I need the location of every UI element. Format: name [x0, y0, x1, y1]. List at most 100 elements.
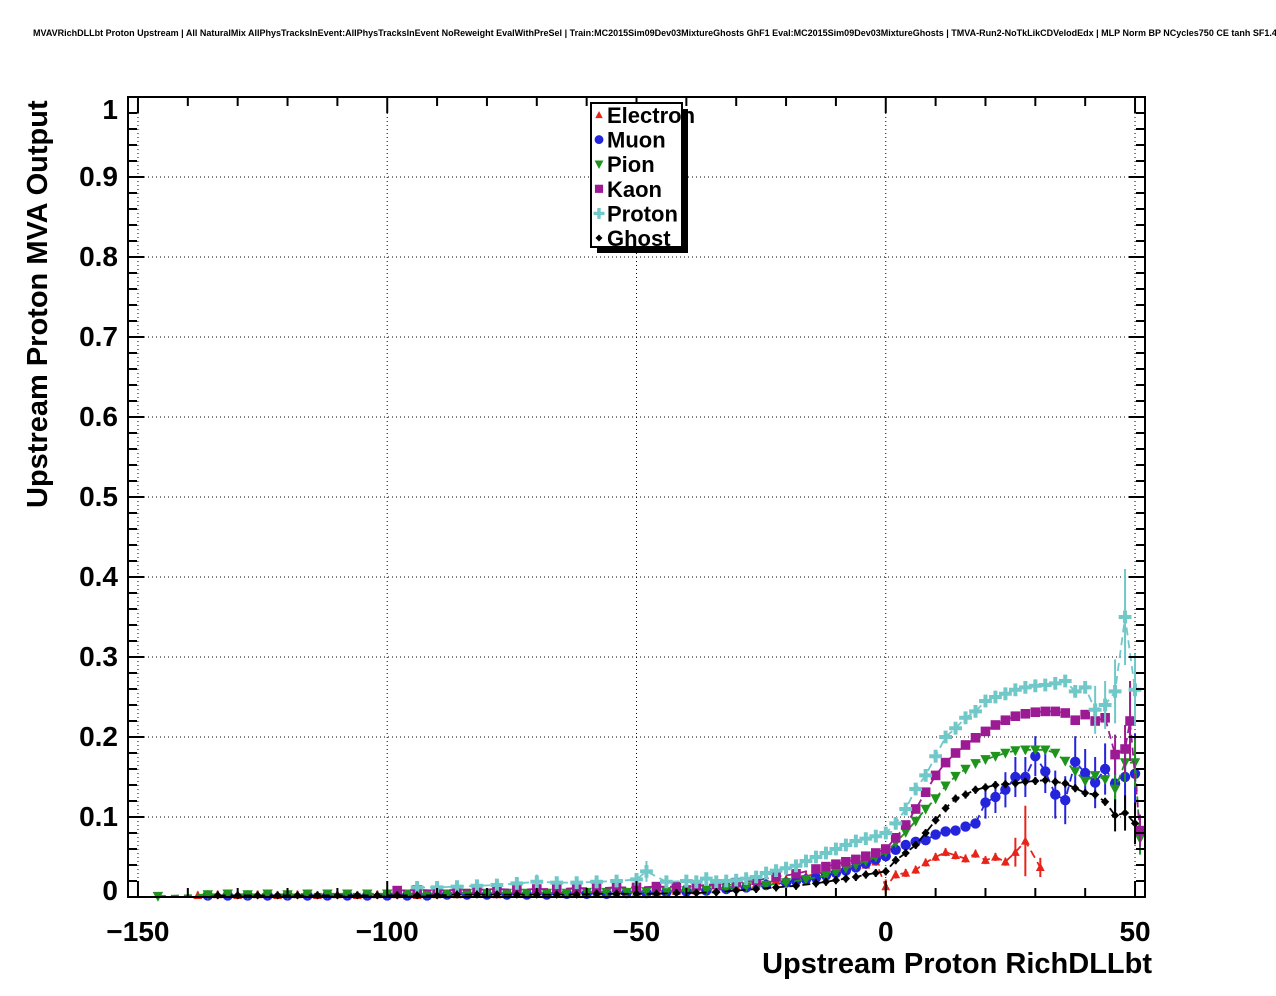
- x-tick-label: −100: [356, 916, 419, 947]
- series-pion: [152, 738, 1146, 902]
- legend-entry-kaon: Kaon: [594, 177, 662, 202]
- data-point: [1125, 716, 1135, 726]
- data-point: [830, 867, 842, 878]
- data-point: [541, 888, 552, 899]
- data-point: [322, 889, 333, 900]
- data-point: [990, 720, 1001, 730]
- proton-legend-marker-icon: [593, 207, 605, 219]
- data-point: [392, 885, 403, 896]
- data-point: [1020, 745, 1031, 756]
- data-point: [592, 889, 601, 898]
- data-point: [521, 888, 533, 899]
- legend-label: Proton: [607, 201, 678, 226]
- data-point: [719, 874, 733, 888]
- data-point: [980, 726, 991, 737]
- data-point: [222, 889, 233, 900]
- series-line: [207, 754, 1136, 897]
- data-point: [889, 817, 903, 830]
- data-point: [689, 875, 703, 889]
- data-point: [851, 872, 860, 882]
- data-point: [470, 879, 484, 893]
- data-point: [901, 848, 910, 858]
- data-point: [880, 844, 891, 854]
- data-point: [931, 852, 941, 861]
- data-point: [302, 889, 313, 900]
- series-proton: [410, 569, 1142, 894]
- data-point: [612, 889, 621, 898]
- y-tick-label: 0.1: [79, 801, 118, 832]
- data-point: [961, 853, 970, 863]
- data-point: [1070, 756, 1081, 767]
- data-point: [202, 890, 213, 901]
- y-tick-label: 1: [102, 94, 118, 125]
- data-point: [561, 888, 572, 899]
- data-point: [595, 234, 603, 242]
- data-point: [610, 874, 623, 888]
- data-point: [594, 184, 604, 193]
- data-point: [930, 829, 941, 840]
- y-axis-title: Upstream Proton MVA Output: [22, 100, 54, 508]
- data-point: [970, 818, 981, 829]
- data-point: [1030, 707, 1041, 717]
- data-point: [1000, 748, 1011, 759]
- y-tick-label: 0.4: [79, 561, 118, 592]
- data-point: [1079, 767, 1091, 779]
- data-point: [1099, 775, 1111, 785]
- data-point: [1110, 811, 1120, 820]
- data-point: [839, 838, 853, 852]
- data-point: [630, 873, 643, 886]
- data-point: [660, 875, 673, 889]
- data-point: [811, 879, 821, 888]
- data-point: [1079, 776, 1091, 787]
- data-point: [939, 730, 952, 744]
- data-point: [601, 887, 612, 898]
- y-tick-label: 0.9: [79, 161, 118, 192]
- data-point: [672, 888, 681, 898]
- data-point: [740, 882, 752, 893]
- data-point: [911, 865, 921, 874]
- data-point: [1089, 771, 1101, 781]
- data-point: [1031, 776, 1040, 786]
- data-point: [1060, 795, 1071, 806]
- data-point: [441, 889, 453, 900]
- data-point: [1000, 857, 1010, 866]
- data-point: [981, 855, 990, 864]
- data-point: [593, 207, 605, 219]
- data-point: [890, 833, 901, 843]
- data-point: [401, 889, 413, 900]
- data-point: [1070, 767, 1081, 777]
- legend-label: Kaon: [607, 177, 662, 202]
- data-point: [1018, 681, 1032, 694]
- data-point: [1088, 703, 1102, 717]
- data-point: [879, 826, 893, 840]
- data-point: [970, 759, 981, 769]
- data-point: [969, 705, 982, 718]
- data-point: [721, 883, 732, 894]
- data-point: [530, 875, 544, 889]
- y-tick-label: 0.5: [79, 481, 118, 512]
- y-tick-label: 0.8: [79, 241, 118, 272]
- data-point: [701, 885, 712, 896]
- data-point: [791, 869, 801, 879]
- data-point: [1078, 681, 1092, 694]
- data-point: [1010, 746, 1021, 757]
- data-point: [1008, 683, 1022, 697]
- data-point: [899, 802, 913, 816]
- data-point: [940, 757, 951, 768]
- series-line: [397, 710, 1141, 892]
- data-point: [990, 791, 1001, 803]
- data-point: [780, 878, 792, 889]
- data-point: [1040, 745, 1051, 756]
- data-point: [1061, 779, 1070, 788]
- data-point: [920, 787, 931, 797]
- data-point: [1035, 862, 1045, 872]
- data-point: [921, 857, 931, 867]
- data-point: [910, 816, 921, 827]
- data-point: [799, 854, 813, 868]
- data-point: [960, 764, 971, 775]
- data-point: [971, 849, 980, 858]
- series-muon: [202, 733, 1141, 901]
- data-point: [911, 840, 920, 850]
- data-point: [594, 135, 604, 145]
- data-point: [1100, 797, 1110, 806]
